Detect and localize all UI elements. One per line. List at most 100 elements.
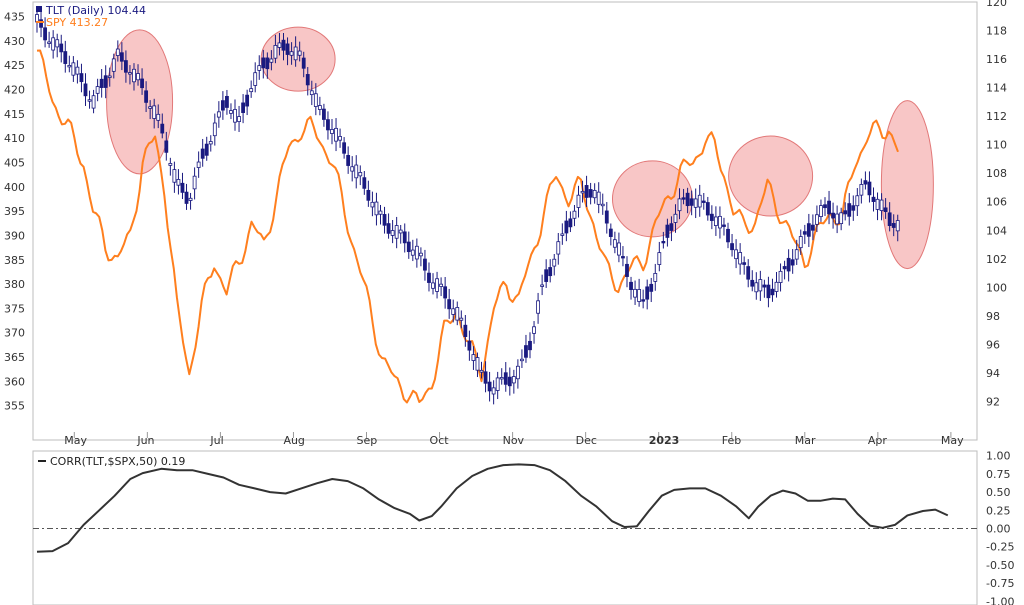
highlight-ellipse <box>728 135 814 217</box>
tlt-bar-body <box>431 282 435 289</box>
tlt-bar-body <box>451 308 456 315</box>
tlt-legend-swatch <box>36 6 42 12</box>
month-label-mar: Mar <box>795 434 816 447</box>
tlt-bar-body <box>653 273 658 282</box>
tlt-bar-body <box>378 210 383 215</box>
spy-axis-label: 355 <box>4 400 25 413</box>
tlt-bar-body <box>491 387 496 395</box>
tlt-bar-body <box>184 191 189 204</box>
spy-axis-label: 370 <box>4 327 25 340</box>
tlt-bar-body <box>91 95 96 109</box>
tlt-bar-body <box>819 205 823 217</box>
tlt-bar-body <box>778 270 783 283</box>
corr-axis-label: 1.00 <box>986 450 1011 463</box>
tlt-bar-body <box>810 224 815 231</box>
tlt-bar-body <box>786 257 791 272</box>
spy-axis-label: 385 <box>4 254 25 267</box>
tlt-bar-body <box>713 216 718 226</box>
month-label-feb: Feb <box>722 434 741 447</box>
tlt-bar-body <box>402 231 407 244</box>
tlt-bar-body <box>168 163 173 166</box>
tlt-bar-body <box>326 119 330 131</box>
tlt-bar-body <box>487 381 492 392</box>
corr-axis-label: -0.75 <box>986 577 1014 590</box>
tlt-bar-body <box>410 249 415 256</box>
tlt-bar-body <box>257 65 262 71</box>
tlt-legend-label: TLT (Daily) 104.44 <box>45 4 146 17</box>
tlt-axis-label: 118 <box>986 25 1007 38</box>
month-label-oct: Oct <box>430 434 450 447</box>
tlt-bar-body <box>827 200 831 215</box>
tlt-bar-body <box>867 181 872 196</box>
tlt-bar-body <box>879 199 884 211</box>
corr-legend-label: CORR(TLT,$SPX,50) 0.19 <box>50 455 185 468</box>
tlt-bar-body <box>661 241 666 244</box>
tlt-bar-body <box>855 195 860 207</box>
tlt-bar-body <box>301 57 306 69</box>
tlt-bar-body <box>806 223 811 237</box>
tlt-bar-body <box>140 78 144 89</box>
tlt-bar-body <box>55 39 60 48</box>
tlt-bar-body <box>823 204 827 209</box>
tlt-bar-body <box>59 43 64 53</box>
tlt-bar-body <box>528 340 532 351</box>
month-label-jun: Jun <box>136 434 154 447</box>
tlt-bar-body <box>758 279 763 292</box>
tlt-axis-label: 106 <box>986 196 1007 209</box>
tlt-bar-body <box>891 223 896 228</box>
month-label-dec: Dec <box>576 434 597 447</box>
corr-axis-label: -0.50 <box>986 559 1014 572</box>
tlt-bar-body <box>669 223 674 231</box>
tlt-axis-label: 116 <box>986 53 1007 66</box>
tlt-bar-body <box>815 214 819 225</box>
tlt-bar-body <box>532 326 536 334</box>
tlt-bar-body <box>39 19 43 28</box>
tlt-bar-body <box>629 281 633 290</box>
tlt-bar-body <box>750 279 755 287</box>
tlt-bar-body <box>245 94 250 107</box>
tlt-bar-body <box>346 155 351 166</box>
spy-axis-label: 390 <box>4 229 25 242</box>
tlt-bar-body <box>637 289 642 302</box>
tlt-bar-body <box>540 284 545 287</box>
tlt-bar-body <box>220 100 225 111</box>
tlt-bar-body <box>863 180 868 185</box>
tlt-bar-body <box>277 42 282 48</box>
tlt-bar-body <box>160 123 165 134</box>
tlt-bar-body <box>665 224 670 238</box>
tlt-bar-body <box>600 203 605 207</box>
spy-axis-label: 400 <box>4 181 25 194</box>
tlt-bar-body <box>507 376 512 387</box>
tlt-bar-body <box>297 50 302 56</box>
corr-axis-label: 0.75 <box>986 468 1011 481</box>
tlt-bar-body <box>192 175 197 190</box>
tlt-bar-body <box>584 185 589 198</box>
tlt-bar-body <box>136 73 140 81</box>
tlt-bar-body <box>657 252 662 265</box>
tlt-bar-body <box>289 51 294 56</box>
tlt-bar-body <box>580 191 585 194</box>
tlt-bar-body <box>851 205 856 211</box>
tlt-bar-body <box>520 358 524 362</box>
tlt-bar-body <box>47 41 52 44</box>
tlt-bar-body <box>681 197 686 200</box>
tlt-bar-body <box>204 143 209 156</box>
tlt-bar-body <box>370 201 375 208</box>
tlt-bar-body <box>435 278 439 292</box>
tlt-bar-body <box>439 283 444 287</box>
correlation-line <box>36 463 949 553</box>
tlt-bar-body <box>503 372 508 385</box>
tlt-bar-body <box>354 164 359 179</box>
tlt-bar-body <box>208 141 213 145</box>
tlt-bar-body <box>722 224 726 227</box>
tlt-bar-body <box>495 377 500 391</box>
tlt-bar-body <box>225 95 229 108</box>
tlt-axis-label: 112 <box>986 110 1007 123</box>
tlt-bar-body <box>596 191 601 205</box>
tlt-bar-body <box>87 99 92 102</box>
tlt-bar-body <box>103 75 108 88</box>
month-label-apr: Apr <box>868 434 888 447</box>
tlt-bar-body <box>281 39 286 51</box>
tlt-bar-body <box>843 210 848 215</box>
